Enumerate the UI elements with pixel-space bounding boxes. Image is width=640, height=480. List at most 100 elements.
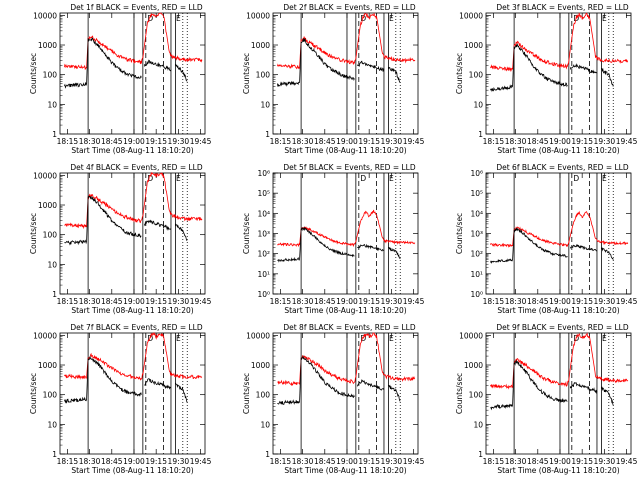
x-axis-label: Start Time (08-Aug-11 18:10:20)	[71, 466, 193, 475]
y-tick-label: 10000	[33, 331, 57, 340]
y-tick-label: 10⁶	[470, 169, 483, 178]
events-series-line	[490, 43, 568, 93]
y-tick-label: 100	[469, 71, 484, 80]
y-tick-label: 10	[260, 420, 270, 429]
plot-frame	[272, 332, 419, 455]
y-axis-label: Counts/sec	[29, 373, 38, 414]
y-tick-label: 100	[469, 391, 484, 400]
x-tick-label: 19:00	[336, 137, 358, 146]
lld-series-line	[490, 210, 629, 248]
y-tick-label: 10	[473, 100, 483, 109]
y-tick-label: 1000	[464, 41, 483, 50]
detector-panel-4: Det 4f BLACK = Events, RED = LLD 1 10 100 10…	[29, 163, 212, 315]
x-tick-label: 19:30	[168, 137, 190, 146]
y-tick-label: 10⁰	[470, 290, 483, 299]
events-series-line	[388, 66, 401, 83]
y-tick-label: 1	[52, 290, 57, 299]
panel-title: Det 2f BLACK = Events, RED = LLD	[283, 3, 416, 12]
x-tick-label: 19:45	[190, 457, 212, 466]
events-series-line	[64, 195, 142, 246]
x-tick-label: 18:45	[314, 297, 336, 306]
region-label: D	[360, 174, 366, 183]
y-tick-label: 10000	[33, 11, 57, 20]
events-series-line	[64, 355, 142, 404]
y-tick-label: 10²	[470, 250, 483, 259]
x-tick-label: 18:15	[270, 137, 292, 146]
detector-panel-8: Det 8f BLACK = Events, RED = LLD 1 10 100 10…	[242, 323, 425, 475]
x-tick-label: 19:30	[381, 297, 403, 306]
region-label: E	[602, 14, 607, 23]
plot-frame	[59, 12, 206, 135]
x-tick-label: 18:45	[527, 457, 549, 466]
lld-series-line	[277, 12, 416, 70]
x-tick-label: 18:15	[57, 457, 79, 466]
y-tick-label: 10⁰	[257, 290, 270, 299]
y-tick-label: 100	[256, 71, 271, 80]
x-tick-label: 19:45	[616, 457, 638, 466]
x-tick-label: 18:15	[483, 137, 505, 146]
x-tick-label: 19:15	[571, 457, 593, 466]
events-series-line	[388, 384, 401, 402]
y-tick-label: 10⁴	[257, 209, 270, 218]
lld-series-line	[64, 332, 203, 381]
x-axis-label: Start Time (08-Aug-11 18:10:20)	[71, 146, 193, 155]
x-tick-label: 18:45	[101, 137, 123, 146]
panel-title: Det 8f BLACK = Events, RED = LLD	[283, 323, 416, 332]
x-tick-label: 18:30	[505, 457, 527, 466]
x-tick-label: 19:00	[123, 297, 145, 306]
x-tick-label: 19:30	[381, 457, 403, 466]
y-tick-label: 10	[47, 260, 57, 269]
y-tick-label: 1000	[38, 361, 57, 370]
events-series-line	[490, 227, 568, 264]
y-tick-label: 1000	[251, 361, 270, 370]
detector-panel-1: Det 1f BLACK = Events, RED = LLD 1 10 100 10…	[29, 3, 212, 155]
plot-frame	[485, 12, 632, 135]
x-tick-label: 19:30	[594, 137, 616, 146]
y-axis-label: Counts/sec	[455, 213, 464, 254]
y-tick-label: 1	[265, 450, 270, 459]
y-axis-label: Counts/sec	[29, 213, 38, 254]
x-tick-label: 19:15	[358, 137, 380, 146]
x-tick-label: 18:15	[270, 297, 292, 306]
events-series-line	[144, 378, 171, 390]
x-tick-label: 19:30	[168, 297, 190, 306]
y-tick-label: 10000	[246, 331, 270, 340]
x-axis-label: Start Time (08-Aug-11 18:10:20)	[71, 306, 193, 315]
events-series-line	[64, 37, 142, 89]
events-series-line	[601, 247, 614, 260]
x-tick-label: 18:30	[505, 137, 527, 146]
x-tick-label: 18:15	[483, 457, 505, 466]
x-axis-label: Start Time (08-Aug-11 18:10:20)	[497, 146, 619, 155]
panel-title: Det 1f BLACK = Events, RED = LLD	[70, 3, 203, 12]
events-series-line	[175, 382, 188, 403]
y-tick-label: 10⁵	[470, 189, 483, 198]
y-axis-label: Counts/sec	[242, 213, 251, 254]
x-tick-label: 18:30	[79, 297, 101, 306]
panel-title: Det 5f BLACK = Events, RED = LLD	[283, 163, 416, 172]
x-tick-label: 19:00	[123, 137, 145, 146]
x-axis-label: Start Time (08-Aug-11 18:10:20)	[284, 466, 406, 475]
y-axis-label: Counts/sec	[242, 53, 251, 94]
x-tick-label: 18:30	[292, 297, 314, 306]
lld-series-line	[64, 12, 203, 71]
x-tick-label: 18:15	[483, 297, 505, 306]
events-series-line	[356, 60, 385, 72]
x-tick-label: 18:45	[314, 137, 336, 146]
y-tick-label: 10⁵	[257, 189, 270, 198]
x-tick-label: 18:30	[505, 297, 527, 306]
events-series-line	[490, 359, 568, 411]
x-tick-label: 19:00	[549, 297, 571, 306]
y-tick-label: 10⁶	[257, 169, 270, 178]
events-series-line	[277, 354, 355, 405]
events-series-line	[356, 379, 385, 391]
y-tick-label: 100	[43, 71, 58, 80]
region-label: E	[176, 174, 181, 183]
lld-series-line	[490, 12, 628, 72]
lld-series-line	[64, 171, 203, 230]
x-tick-label: 18:30	[292, 457, 314, 466]
x-tick-label: 19:45	[403, 297, 425, 306]
y-axis-label: Counts/sec	[455, 373, 464, 414]
x-tick-label: 18:15	[270, 457, 292, 466]
x-tick-label: 19:30	[381, 137, 403, 146]
